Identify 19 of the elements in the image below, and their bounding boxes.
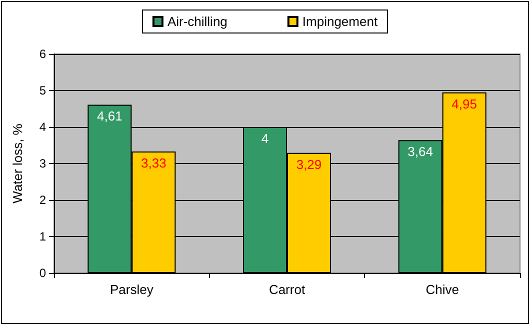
x-tick-label: Carrot xyxy=(268,282,306,297)
x-tick-label: Parsley xyxy=(110,282,154,297)
data-label: 3,64 xyxy=(408,144,433,160)
data-label: 3,33 xyxy=(141,155,166,170)
legend-label: Air-chilling xyxy=(167,14,228,29)
data-label: 4,61 xyxy=(97,108,122,124)
y-axis-title: Water loss, % xyxy=(10,123,25,204)
data-label: 4 xyxy=(261,131,269,146)
y-tick-label: 5 xyxy=(39,84,46,98)
y-tick-label: 4 xyxy=(39,120,46,134)
y-tick-label: 2 xyxy=(39,193,46,207)
y-tick-label: 6 xyxy=(39,47,46,61)
y-tick-label: 1 xyxy=(39,230,46,244)
data-label: 4,95 xyxy=(452,96,477,112)
y-tick-label: 0 xyxy=(39,266,46,280)
legend-label: Impingement xyxy=(302,14,378,29)
data-label: 3,29 xyxy=(296,156,322,172)
x-tick-label: Chive xyxy=(426,282,459,297)
y-tick-label: 3 xyxy=(39,156,46,170)
